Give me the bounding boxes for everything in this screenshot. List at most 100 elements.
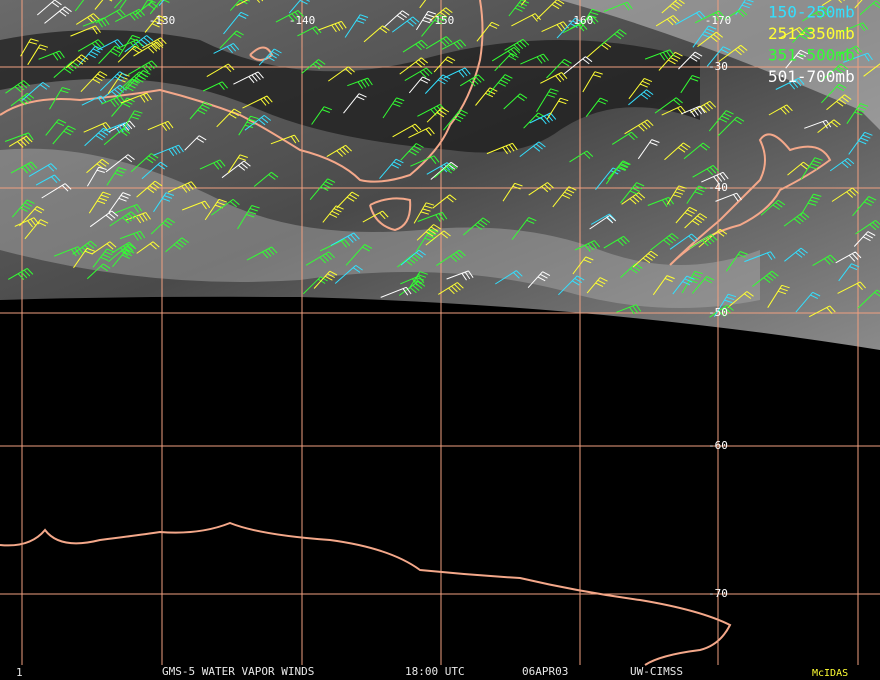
wind-barb (158, 0, 165, 7)
wind-barb (520, 0, 527, 6)
wind-barb (495, 270, 523, 285)
wind-barb (82, 17, 110, 28)
date: 06APR03 (522, 665, 568, 678)
wind-barb (116, 78, 141, 99)
wind-barb (713, 293, 737, 317)
wind-barb (128, 60, 158, 76)
frame-number: 1 (16, 666, 23, 679)
wind-barb (41, 183, 72, 199)
wind-barb (238, 115, 259, 136)
wind-barb (487, 74, 513, 96)
wind-barb (529, 112, 557, 125)
wind-barb (270, 134, 300, 145)
wind-barb (206, 63, 235, 78)
wind-barb (808, 305, 836, 318)
wind-barb (334, 264, 363, 284)
wind-barb (680, 75, 701, 94)
wind-barb (552, 186, 577, 208)
latitude-label: -40 (708, 181, 728, 194)
time: 18:00 UTC (405, 665, 465, 678)
wind-barb (760, 199, 786, 216)
wind-barb (147, 120, 174, 131)
wind-barb (430, 161, 459, 180)
wind-barb (119, 230, 146, 241)
wind-barb (857, 289, 880, 309)
wind-barb (35, 174, 61, 186)
wind-barb (313, 270, 338, 289)
wind-barb (182, 200, 211, 211)
wind-barb (672, 275, 695, 295)
wind-barb (519, 141, 546, 157)
wind-barb (800, 157, 823, 180)
wind-barb (675, 10, 706, 25)
wind-barb (11, 199, 35, 218)
wind-barb (735, 0, 754, 16)
wind-barb (399, 57, 429, 75)
wind-barb (74, 0, 85, 12)
wind-barb (415, 228, 439, 253)
wind-barb (153, 192, 175, 213)
longitude-label: -130 (149, 14, 176, 27)
wind-barb (681, 270, 703, 294)
wind-barb (715, 192, 742, 202)
wind-barb (775, 77, 805, 90)
wind-barb (402, 39, 428, 53)
wind-barb (21, 81, 50, 101)
wind-barb (382, 97, 405, 119)
wind-barb (410, 155, 440, 167)
wind-barb (541, 21, 569, 33)
longitude-label: -170 (705, 14, 732, 27)
wind-barb (330, 232, 360, 247)
wind-barb (86, 166, 107, 187)
wind-barb (45, 119, 67, 136)
wind-barb (136, 180, 163, 198)
wind-barb (443, 67, 471, 79)
legend-entry: 251-350mb (768, 24, 855, 43)
longitude-label: -150 (428, 14, 455, 27)
wind-barb (362, 210, 389, 223)
wind-barb (607, 160, 631, 180)
wind-barb (408, 127, 435, 139)
wind-barb (556, 17, 583, 39)
wind-barb (459, 74, 485, 87)
wind-barb (404, 67, 433, 82)
wind-barb (491, 46, 521, 62)
wind-barb (379, 158, 404, 179)
wind-barb (855, 219, 880, 235)
wind-barb (574, 240, 601, 252)
wind-barb (383, 10, 410, 28)
wind-barb (343, 93, 367, 114)
wind-barb (229, 0, 250, 11)
wind-barb (311, 106, 332, 125)
wind-barb (821, 83, 847, 104)
wind-barb (72, 240, 98, 255)
wind-barb (723, 8, 748, 21)
wind-barb (802, 7, 831, 22)
wind-barb (326, 144, 352, 158)
wind-barb (678, 51, 703, 70)
latitude-label: -30 (708, 60, 728, 73)
wind-barb (689, 234, 718, 249)
wind-barb (84, 127, 111, 147)
wind-barb (302, 276, 328, 295)
wind-barb (727, 291, 754, 308)
wind-barb (644, 49, 675, 61)
software: McIDAS (812, 668, 848, 679)
wind-barb (111, 97, 135, 117)
wind-barb (415, 10, 437, 31)
wind-barb (603, 1, 633, 13)
wind-barb (697, 31, 724, 47)
wind-barb (199, 159, 226, 170)
wind-barb (589, 215, 617, 230)
wind-barb (708, 110, 734, 132)
wind-barb (838, 263, 860, 282)
wind-barb (718, 44, 748, 62)
wind-barb (536, 88, 559, 113)
wind-barb (752, 270, 779, 287)
wind-barb (841, 22, 869, 33)
wind-barb (81, 95, 107, 106)
wind-barb (655, 15, 680, 27)
wind-barb (425, 36, 453, 50)
wind-barb (27, 44, 49, 66)
